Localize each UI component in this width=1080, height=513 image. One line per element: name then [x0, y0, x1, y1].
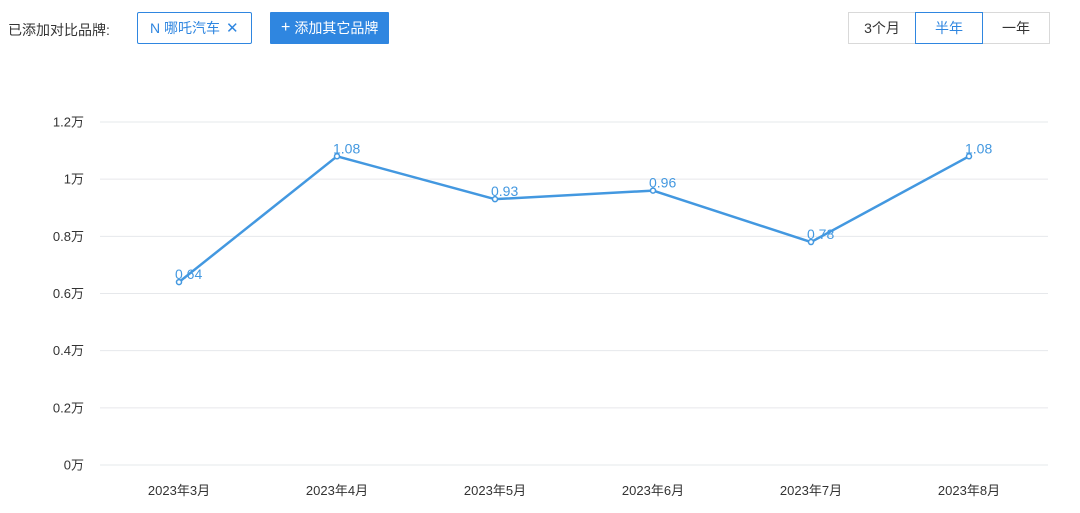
data-point[interactable]: [807, 238, 815, 246]
data-labels: 0.64 1.08 0.93 0.96 0.78 1.08: [175, 140, 992, 282]
data-point[interactable]: [333, 153, 341, 160]
plus-icon: +: [281, 19, 291, 36]
series: [175, 153, 973, 286]
x-axis: 2023年3月 2023年4月 2023年5月 2023年6月 2023年7月 2023年…: [148, 483, 1000, 498]
y-axis: 0万 0.2万 0.4万 0.6万 0.8万 1万 1.2万: [53, 115, 84, 473]
brand-chip-nezha[interactable]: N 哪吒汽车 ✕: [137, 12, 252, 44]
data-label: 1.08: [965, 140, 992, 156]
data-label: 0.78: [807, 226, 834, 242]
data-point[interactable]: [491, 195, 499, 203]
range-3-months-button[interactable]: 3个月: [848, 12, 916, 44]
data-label: 0.93: [491, 183, 518, 199]
data-point[interactable]: [175, 278, 183, 286]
y-tick-label: 0.2万: [53, 400, 84, 415]
data-label: 0.64: [175, 266, 202, 282]
x-tick-label: 2023年8月: [938, 483, 1000, 498]
data-label: 1.08: [333, 140, 360, 156]
y-tick-label: 1.2万: [53, 115, 84, 130]
data-point[interactable]: [649, 187, 657, 194]
x-tick-label: 2023年5月: [464, 483, 526, 498]
close-icon[interactable]: ✕: [226, 19, 239, 37]
time-range-selector: 3个月 半年 一年: [848, 12, 1050, 44]
y-tick-label: 0万: [64, 458, 84, 473]
series-line: [177, 155, 971, 284]
brand-chip-label: N 哪吒汽车: [150, 20, 220, 36]
add-brand-button[interactable]: + 添加其它品牌: [270, 12, 390, 44]
data-label: 0.96: [649, 175, 676, 191]
range-half-year-button[interactable]: 半年: [915, 12, 983, 44]
y-tick-label: 1万: [64, 172, 84, 187]
toolbar: 已添加对比品牌: N 哪吒汽车 ✕ + 添加其它品牌 3个月 半年 一年: [0, 0, 1080, 60]
compare-brands-label: 已添加对比品牌:: [8, 22, 110, 38]
x-tick-label: 2023年3月: [148, 483, 210, 498]
x-tick-label: 2023年6月: [622, 483, 684, 498]
x-tick-label: 2023年7月: [780, 483, 842, 498]
range-one-year-button[interactable]: 一年: [982, 12, 1050, 44]
data-point[interactable]: [965, 153, 973, 160]
add-brand-label: 添加其它品牌: [294, 20, 379, 36]
x-tick-label: 2023年4月: [306, 483, 368, 498]
y-tick-label: 0.6万: [53, 286, 84, 301]
y-tick-label: 0.8万: [53, 229, 84, 244]
grid: [100, 121, 1048, 466]
y-tick-label: 0.4万: [53, 343, 84, 358]
